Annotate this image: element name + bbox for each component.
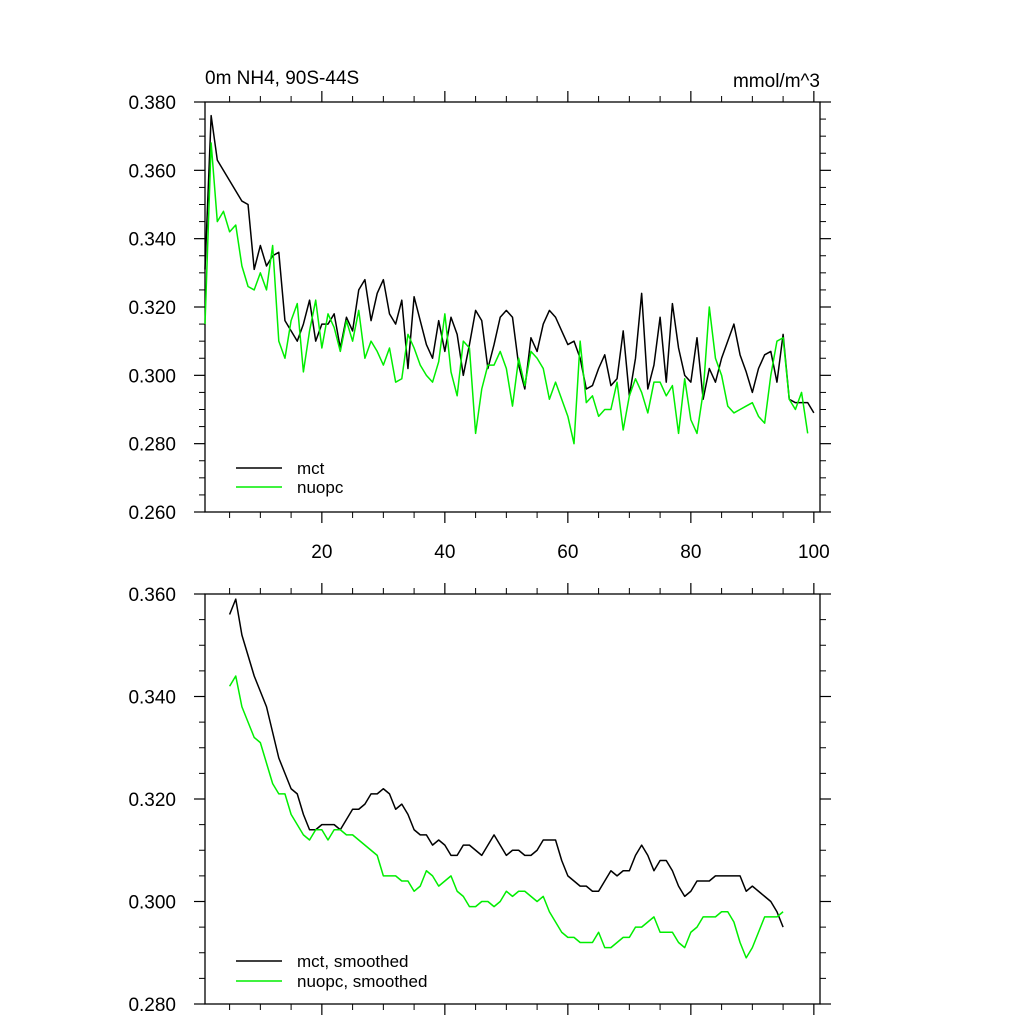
y-tick-label: 0.360 <box>128 161 176 182</box>
y-tick-label: 0.380 <box>128 93 176 114</box>
y-tick-label: 0.320 <box>128 298 176 319</box>
series-line-nuopc <box>204 142 809 445</box>
x-tick-label: 60 <box>557 542 578 563</box>
chart-panel-top: 20 40 60 80 100 0.260 0.280 0.300 0.320 0.340 0.36… <box>128 91 831 563</box>
x-tick-label: 80 <box>680 542 701 563</box>
y-tick-label: 0.280 <box>128 995 176 1016</box>
y-tick-label: 0.300 <box>128 893 176 914</box>
units-label: mmol/m^3 <box>733 71 820 92</box>
legend-label: mct, smoothed <box>297 952 409 971</box>
legend-label: nuopc <box>297 478 344 497</box>
chart-panel-bottom: 0.280 0.300 0.320 0.340 0.360 mct, smoothednu… <box>128 583 831 1016</box>
series-line-mct <box>204 114 815 414</box>
legend-label: nuopc, smoothed <box>297 972 427 991</box>
x-tick-label: 100 <box>798 542 830 563</box>
y-tick-label: 0.340 <box>128 688 176 709</box>
y-tick-label: 0.260 <box>128 503 176 524</box>
chart-title: 0m NH4, 90S-44S <box>205 68 359 89</box>
y-tick-label: 0.340 <box>128 230 176 251</box>
y-tick-label: 0.320 <box>128 790 176 811</box>
series-line-mct-smoothed <box>228 598 784 928</box>
x-tick-label: 20 <box>311 542 332 563</box>
y-tick-label: 0.300 <box>128 366 176 387</box>
plot-frame <box>204 593 821 1005</box>
series-line-nuopc-smoothed <box>228 675 784 959</box>
y-tick-label: 0.280 <box>128 435 176 456</box>
x-tick-label: 40 <box>434 542 455 563</box>
y-tick-label: 0.360 <box>128 585 176 606</box>
legend-label: mct <box>297 459 325 478</box>
